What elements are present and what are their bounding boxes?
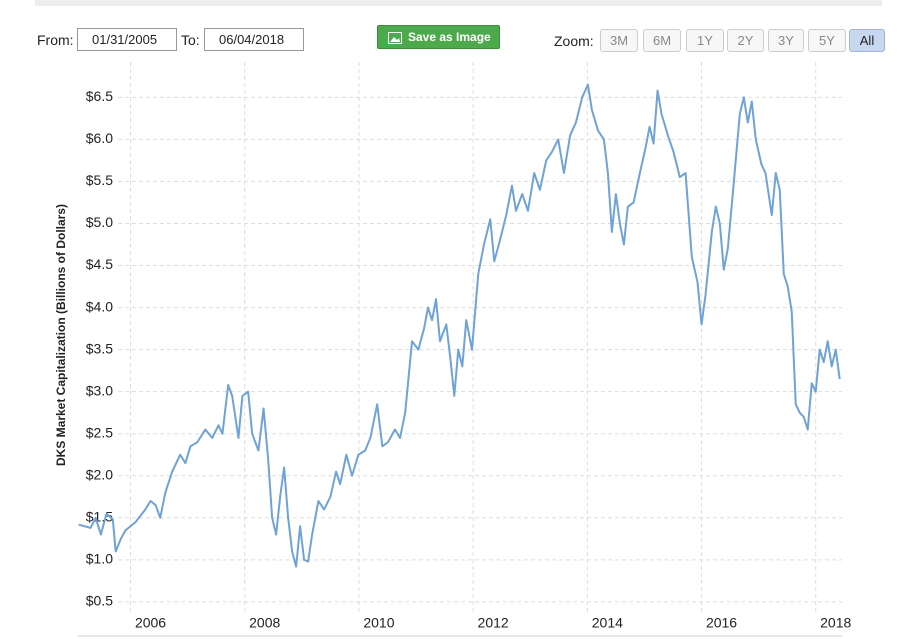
- x-tick-label: 2016: [706, 615, 737, 631]
- y-tick-label: $5.5: [86, 172, 113, 188]
- zoom-button[interactable]: 5Y: [808, 29, 846, 52]
- y-tick-label: $5.0: [86, 214, 113, 230]
- data-line: [78, 83, 841, 568]
- x-tick-label: 2018: [820, 615, 851, 631]
- x-tick-label: 2010: [363, 615, 394, 631]
- zoom-button[interactable]: 1Y: [686, 29, 724, 52]
- y-tick-label: $3.5: [86, 340, 113, 356]
- zoom-button[interactable]: 3Y: [768, 29, 804, 52]
- x-tick-label: 2006: [135, 615, 166, 631]
- x-tick-label: 2008: [249, 615, 280, 631]
- zoom-button[interactable]: 3M: [600, 29, 638, 52]
- x-tick-label: 2012: [478, 615, 509, 631]
- y-tick-label: $4.0: [86, 298, 113, 314]
- save-button[interactable]: Save as Image: [377, 25, 500, 49]
- save-label: Save as Image: [408, 30, 491, 44]
- y-tick-label: $4.5: [86, 256, 113, 272]
- to-input[interactable]: 06/04/2018: [204, 28, 304, 51]
- zoom-label: Zoom:: [554, 33, 594, 49]
- y-tick-label: $2.0: [86, 466, 113, 482]
- y-tick-label: $0.5: [86, 593, 113, 609]
- y-tick-label: $2.5: [86, 424, 113, 440]
- from-label: From:: [37, 32, 74, 48]
- top-strip: [35, 0, 882, 6]
- x-tick-label: 2014: [592, 615, 623, 631]
- y-axis-title: DKS Market Capitalization (Billions of D…: [54, 204, 68, 466]
- from-input[interactable]: 01/31/2005: [77, 28, 177, 51]
- zoom-button[interactable]: All: [849, 29, 885, 52]
- zoom-button[interactable]: 2Y: [727, 29, 764, 52]
- y-tick-label: $1.5: [86, 509, 113, 525]
- y-tick-label: $1.0: [86, 551, 113, 567]
- y-tick-label: $3.0: [86, 382, 113, 398]
- image-icon: [388, 32, 402, 44]
- y-tick-label: $6.0: [86, 130, 113, 146]
- to-label: To:: [181, 32, 200, 48]
- zoom-button[interactable]: 6M: [643, 29, 681, 52]
- y-tick-label: $6.5: [86, 88, 113, 104]
